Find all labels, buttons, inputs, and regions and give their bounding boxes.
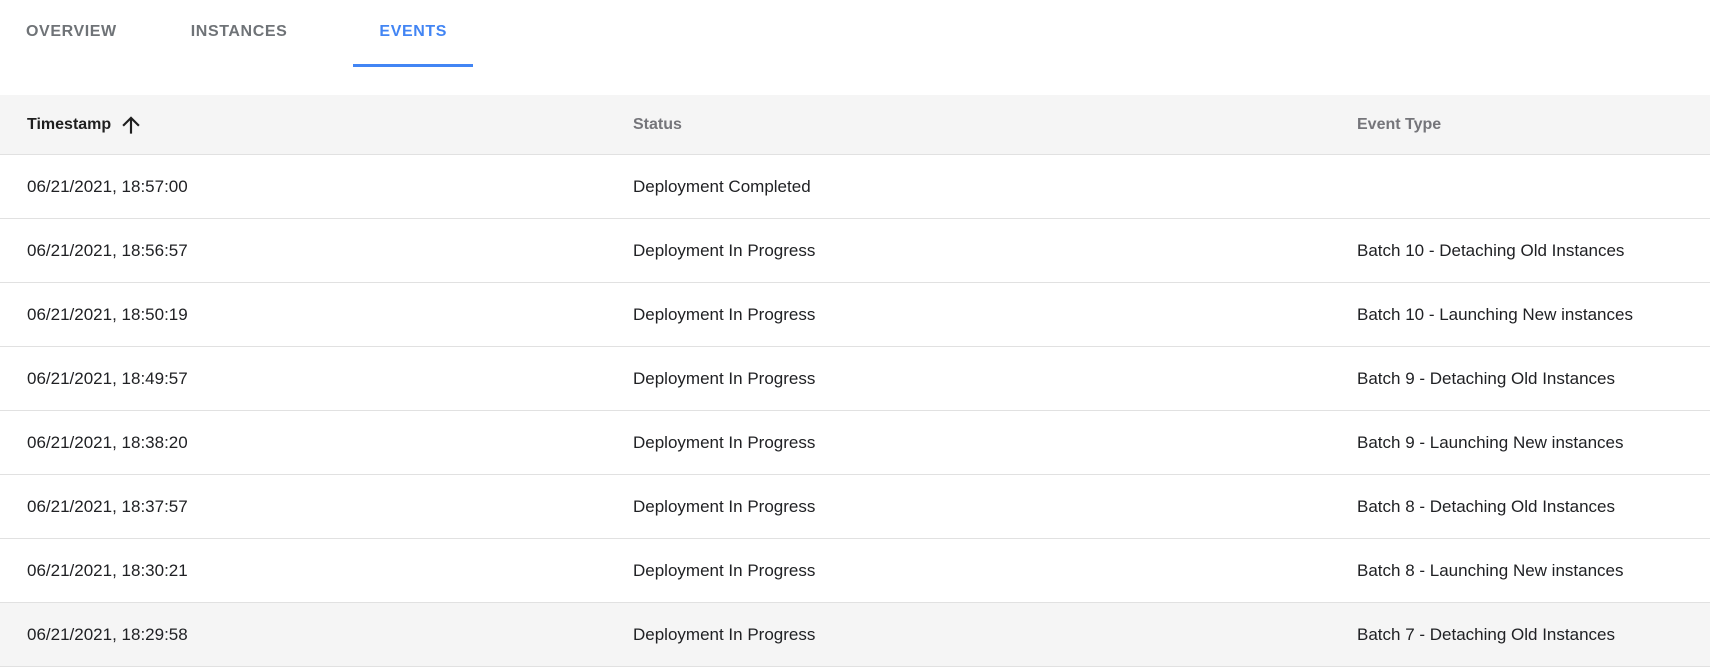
cell-status: Deployment In Progress <box>633 496 816 516</box>
cell-timestamp: 06/21/2021, 18:49:57 <box>27 368 188 388</box>
timestamp-header-label: Timestamp <box>27 115 112 133</box>
column-header-event-type[interactable]: Event Type <box>1357 115 1442 133</box>
cell-status: Deployment In Progress <box>633 624 816 644</box>
table-header-row: Timestamp Status Event Type <box>0 95 1710 155</box>
cell-event-type: Batch 9 - Launching New instances <box>1357 432 1624 452</box>
table-row[interactable]: 06/21/2021, 18:57:00 Deployment Complete… <box>0 155 1710 219</box>
sort-ascending-icon <box>118 112 144 138</box>
cell-timestamp: 06/21/2021, 18:38:20 <box>27 432 188 452</box>
cell-event-type: Batch 9 - Detaching Old Instances <box>1357 368 1615 388</box>
cell-timestamp: 06/21/2021, 18:29:58 <box>27 624 188 644</box>
table-row[interactable]: 06/21/2021, 18:37:57 Deployment In Progr… <box>0 475 1710 539</box>
cell-timestamp: 06/21/2021, 18:56:57 <box>27 240 188 260</box>
table-row[interactable]: 06/21/2021, 18:29:58 Deployment In Progr… <box>0 603 1710 667</box>
tab-instances[interactable]: INSTANCES <box>190 23 288 40</box>
table-row[interactable]: 06/21/2021, 18:30:21 Deployment In Progr… <box>0 539 1710 603</box>
tab-bar: OVERVIEW INSTANCES EVENTS <box>0 0 1710 67</box>
table-row[interactable]: 06/21/2021, 18:56:57 Deployment In Progr… <box>0 219 1710 283</box>
cell-event-type: Batch 10 - Detaching Old Instances <box>1357 240 1625 260</box>
cell-timestamp: 06/21/2021, 18:50:19 <box>27 304 188 324</box>
cell-status: Deployment In Progress <box>633 240 816 260</box>
cell-event-type: Batch 10 - Launching New instances <box>1357 304 1633 324</box>
cell-timestamp: 06/21/2021, 18:30:21 <box>27 560 188 580</box>
events-table: Timestamp Status Event Type 06/21/2021, … <box>0 95 1710 667</box>
column-header-status[interactable]: Status <box>633 115 682 133</box>
table-row[interactable]: 06/21/2021, 18:38:20 Deployment In Progr… <box>0 411 1710 475</box>
table-row[interactable]: 06/21/2021, 18:49:57 Deployment In Progr… <box>0 347 1710 411</box>
cell-status: Deployment Completed <box>633 176 811 196</box>
cell-status: Deployment In Progress <box>633 432 816 452</box>
cell-event-type: Batch 7 - Detaching Old Instances <box>1357 624 1615 644</box>
tab-events[interactable]: EVENTS <box>353 0 474 67</box>
cell-status: Deployment In Progress <box>633 304 816 324</box>
cell-timestamp: 06/21/2021, 18:57:00 <box>27 176 188 196</box>
column-header-timestamp[interactable]: Timestamp <box>0 112 633 138</box>
cell-status: Deployment In Progress <box>633 560 816 580</box>
table-row[interactable]: 06/21/2021, 18:50:19 Deployment In Progr… <box>0 283 1710 347</box>
cell-status: Deployment In Progress <box>633 368 816 388</box>
cell-event-type: Batch 8 - Detaching Old Instances <box>1357 496 1615 516</box>
tab-overview[interactable]: OVERVIEW <box>26 23 117 40</box>
cell-timestamp: 06/21/2021, 18:37:57 <box>27 496 188 516</box>
cell-event-type: Batch 8 - Launching New instances <box>1357 560 1624 580</box>
